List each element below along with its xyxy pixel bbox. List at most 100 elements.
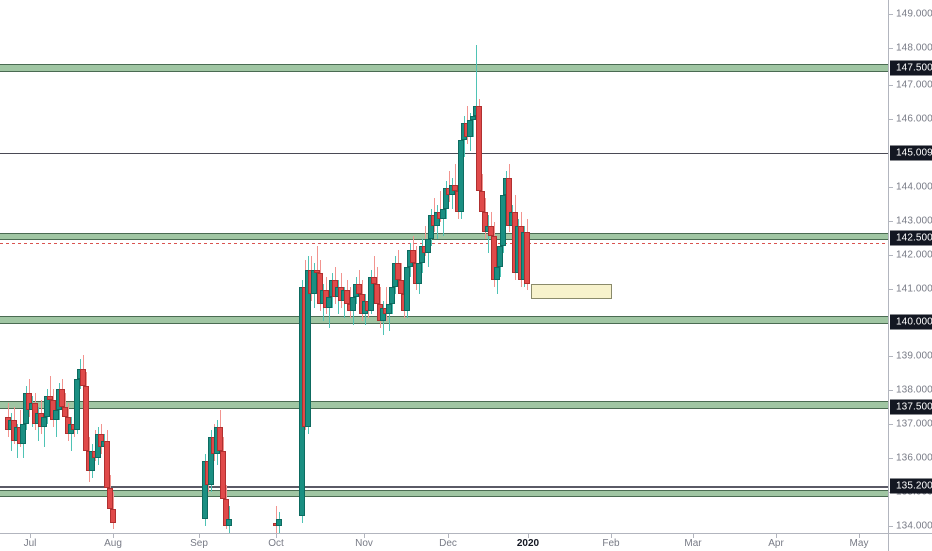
candle xyxy=(458,0,464,533)
candle xyxy=(20,0,26,533)
price-level-badge[interactable]: 142.500 xyxy=(890,230,932,246)
demand-zone[interactable] xyxy=(531,284,612,299)
chart-plot-area[interactable] xyxy=(0,0,888,533)
price-tick xyxy=(889,255,893,256)
candle-wick xyxy=(439,191,441,223)
price-tick xyxy=(889,289,893,290)
candle xyxy=(110,0,116,533)
resistance-142-500-fill xyxy=(0,233,888,239)
candle xyxy=(416,0,422,533)
price-tick-label: 139.000 xyxy=(896,350,932,362)
time-tick-label: Aug xyxy=(104,538,122,549)
time-tick-label: Apr xyxy=(768,538,784,549)
candle-body xyxy=(476,106,482,192)
price-level-badge[interactable]: 147.500 xyxy=(890,60,932,76)
candle xyxy=(404,0,410,533)
price-tick-label: 138.000 xyxy=(896,384,932,396)
candle-body xyxy=(104,440,110,489)
time-tick-label: Nov xyxy=(355,538,373,549)
candle-wick xyxy=(49,375,51,407)
time-tick-label: Feb xyxy=(602,538,620,549)
candle xyxy=(104,0,110,533)
candle-wick xyxy=(388,297,390,332)
price-level-badge[interactable]: 140.000 xyxy=(890,314,932,330)
time-tick xyxy=(859,534,860,538)
price-tick-label: 134.000 xyxy=(896,520,932,532)
resistance-147-500-edge-bottom xyxy=(0,71,888,72)
candle xyxy=(476,0,482,533)
support-140-000-edge-bottom xyxy=(0,323,888,324)
resistance-147-500[interactable] xyxy=(0,64,888,72)
candle-wick xyxy=(43,409,45,448)
time-tick-label: 2020 xyxy=(516,538,540,549)
candle-body xyxy=(226,519,232,526)
price-tick xyxy=(889,458,893,459)
price-tick-label: 136.000 xyxy=(896,452,932,464)
candle-body xyxy=(500,194,506,247)
candle-body xyxy=(220,450,226,499)
level-145-009[interactable] xyxy=(0,153,888,154)
price-tick-label: 147.000 xyxy=(896,79,932,91)
price-tick-label: 137.000 xyxy=(896,418,932,430)
time-axis[interactable]: Jul Aug Sep Oct Nov Dec 2020 Feb Mar Apr May xyxy=(0,533,932,551)
candle xyxy=(497,0,503,533)
price-level-badge[interactable]: 135.200 xyxy=(890,478,932,494)
candle-body xyxy=(83,386,89,451)
candle-body xyxy=(458,140,464,212)
candle-body xyxy=(524,232,530,284)
time-tick-label: Dec xyxy=(439,538,457,549)
price-tick-label: 144.000 xyxy=(896,181,932,193)
dotted-142-400[interactable] xyxy=(0,243,888,244)
candle xyxy=(226,0,232,533)
candle-body xyxy=(20,423,26,445)
resistance-142-500[interactable] xyxy=(0,232,888,240)
price-tick xyxy=(889,187,893,188)
price-level-badge[interactable]: 137.500 xyxy=(890,399,932,415)
candle-wick xyxy=(275,505,277,533)
support-140-000-edge-top xyxy=(0,316,888,317)
candle-body xyxy=(416,263,422,284)
candle xyxy=(276,0,282,533)
candle xyxy=(83,0,89,533)
price-tick xyxy=(889,356,893,357)
candle-wick xyxy=(55,403,57,438)
support-137-500[interactable] xyxy=(0,401,888,409)
candle-wick xyxy=(228,505,230,533)
time-tick xyxy=(611,534,612,538)
price-tick xyxy=(889,119,893,120)
candle xyxy=(500,0,506,533)
support-135-000[interactable] xyxy=(0,489,888,497)
price-tick xyxy=(889,85,893,86)
candle-body xyxy=(497,246,503,267)
candle-wick xyxy=(475,44,477,124)
time-tick xyxy=(364,534,365,538)
time-tick xyxy=(113,534,114,538)
candle-wick xyxy=(328,290,330,328)
time-tick-label: Jul xyxy=(23,538,37,549)
price-axis[interactable]: 149.000 148.000 147.000 146.000 144.000 143.0… xyxy=(888,0,932,533)
time-tick xyxy=(276,534,277,538)
candle xyxy=(74,0,80,533)
time-tick-label: Mar xyxy=(684,538,702,549)
candle-body xyxy=(276,519,282,526)
price-tick-label: 143.000 xyxy=(896,215,932,227)
support-137-500-edge-bottom xyxy=(0,408,888,409)
resistance-147-500-fill xyxy=(0,65,888,71)
support-140-000[interactable] xyxy=(0,316,888,324)
candle xyxy=(220,0,226,533)
candle-wick xyxy=(373,256,375,291)
price-level-badge[interactable]: 145.009 xyxy=(890,145,932,161)
price-tick-label: 149.000 xyxy=(896,8,932,20)
level-135-200[interactable] xyxy=(0,486,888,488)
resistance-142-500-edge-top xyxy=(0,232,888,234)
time-tick xyxy=(199,534,200,538)
time-tick xyxy=(448,534,449,538)
time-tick-label: May xyxy=(849,538,869,549)
candle-body xyxy=(389,287,395,305)
candle-wick xyxy=(472,109,474,137)
candle xyxy=(350,0,356,533)
price-tick xyxy=(889,221,893,222)
resistance-147-500-edge-top xyxy=(0,64,888,65)
time-tick-label: Sep xyxy=(190,538,208,549)
